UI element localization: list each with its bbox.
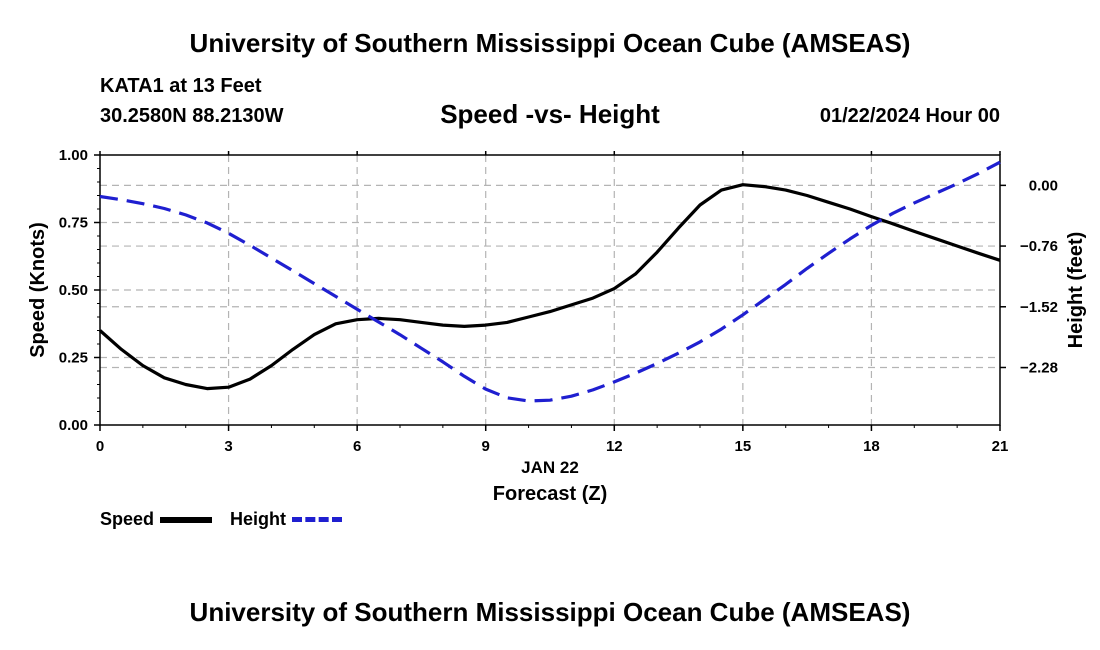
x-tick-label: 18 — [863, 438, 880, 455]
x-axis-date-label: JAN 22 — [521, 458, 579, 477]
x-tick-label: 0 — [96, 438, 104, 455]
station-label: KATA1 at 13 Feet — [100, 75, 262, 97]
chart-main-title: University of Southern Mississippi Ocean… — [189, 28, 911, 58]
y-left-axis-title: Speed (Knots) — [27, 222, 49, 358]
y-left-tick-label: 0.25 — [59, 350, 88, 367]
legend-speed-swatch — [160, 517, 212, 523]
x-tick-label: 9 — [482, 438, 490, 455]
legend-height-swatch — [292, 517, 342, 522]
y-right-tick-label: −2.28 — [1020, 359, 1058, 376]
series-line-speed — [98, 183, 1001, 391]
series-line-height — [99, 160, 1001, 403]
legend-speed-label: Speed — [100, 509, 155, 529]
x-tick-label: 3 — [224, 438, 232, 455]
x-tick-label: 21 — [992, 438, 1009, 455]
data-series — [98, 160, 1001, 403]
y-left-tick-label: 1.00 — [59, 147, 88, 164]
y-right-tick-label: −0.76 — [1020, 238, 1058, 255]
coordinates-label: 30.2580N 88.2130W — [100, 105, 284, 127]
footer-title: University of Southern Mississippi Ocean… — [189, 597, 911, 627]
x-tick-label: 12 — [606, 438, 623, 455]
date-label: 01/22/2024 Hour 00 — [819, 105, 1000, 127]
chart-subtitle: Speed -vs- Height — [440, 99, 660, 129]
legend-height-label: Height — [230, 509, 286, 529]
x-tick-label: 6 — [353, 438, 361, 455]
axis-ticks — [94, 151, 1006, 431]
y-left-tick-label: 0.00 — [59, 417, 88, 434]
y-left-tick-label: 0.50 — [59, 282, 88, 299]
x-tick-label: 15 — [735, 438, 752, 455]
y-right-tick-label: 0.00 — [1029, 177, 1058, 194]
y-right-axis-title: Height (feet) — [1065, 232, 1087, 349]
y-left-tick-label: 0.75 — [59, 215, 88, 232]
axis-labels: 0 3 6 9 12 15 18 21 0.00 0.25 0.50 0.75 1.00 0.00 −0.7… — [27, 147, 1087, 505]
y-right-tick-label: −1.52 — [1020, 299, 1058, 316]
x-axis-title: Forecast (Z) — [493, 483, 607, 505]
